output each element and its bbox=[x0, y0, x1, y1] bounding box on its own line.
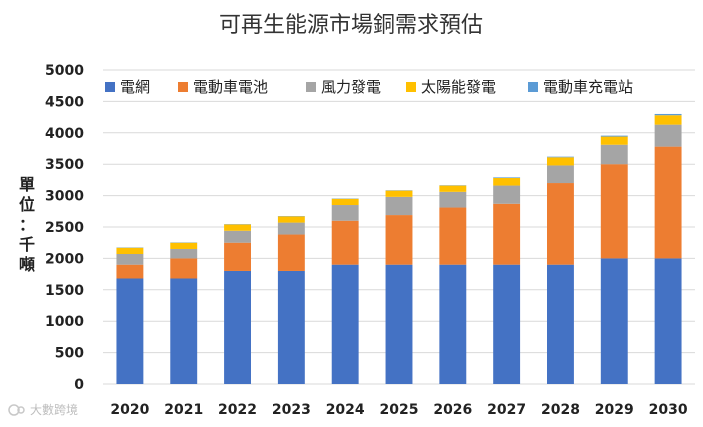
bar-segment bbox=[224, 230, 251, 243]
x-axis: 2020 2021 2022 2023 2024 2025 2026 2027 2028 2029… bbox=[110, 402, 687, 418]
y-axis-label-char: ： bbox=[19, 215, 35, 234]
bar-segment bbox=[493, 185, 521, 204]
y-tick-label: 1000 bbox=[45, 314, 84, 330]
y-axis-label-char: 單 bbox=[19, 175, 35, 194]
y-tick-label: 2500 bbox=[45, 220, 84, 236]
bar-segment bbox=[547, 156, 574, 158]
bar-segment bbox=[385, 264, 413, 384]
y-tick-label: 3500 bbox=[45, 157, 84, 173]
chart-title: 可再生能源市場銅需求預估 bbox=[219, 13, 483, 38]
y-axis-label-char: 噸 bbox=[19, 255, 35, 274]
bar-segment bbox=[600, 164, 628, 259]
legend-swatch bbox=[528, 82, 538, 92]
y-tick-label: 5000 bbox=[45, 63, 84, 79]
bar-segment bbox=[654, 124, 682, 147]
legend-swatch bbox=[406, 82, 416, 92]
watermark-logo-icon bbox=[8, 404, 20, 416]
bar-segment bbox=[277, 270, 305, 384]
bar-segment bbox=[439, 185, 467, 192]
bar-segment bbox=[654, 115, 682, 125]
y-tick-label: 500 bbox=[55, 346, 84, 362]
y-tick-label: 4000 bbox=[45, 126, 84, 142]
bar-segment bbox=[493, 178, 521, 186]
x-tick-label: 2026 bbox=[433, 402, 472, 418]
bar-segment bbox=[493, 264, 521, 384]
y-axis-label-char: 位 bbox=[19, 195, 35, 214]
bar-segment bbox=[116, 254, 144, 265]
legend-label: 太陽能發電 bbox=[421, 78, 496, 96]
x-tick-label: 2027 bbox=[487, 402, 526, 418]
bar-segment bbox=[493, 177, 521, 179]
bar-segment bbox=[600, 136, 628, 145]
legend-swatch bbox=[306, 82, 316, 92]
bar-segment bbox=[547, 264, 574, 384]
bars bbox=[116, 113, 682, 384]
legend-swatch bbox=[178, 82, 188, 92]
bar-segment bbox=[439, 191, 467, 208]
bar-segment bbox=[331, 198, 359, 206]
bar-segment bbox=[277, 222, 305, 235]
bar-segment bbox=[224, 242, 251, 271]
bar-segment bbox=[600, 258, 628, 384]
x-tick-label: 2023 bbox=[272, 402, 311, 418]
bar-segment bbox=[600, 144, 628, 165]
y-axis-label: 單位：千噸 bbox=[19, 175, 35, 274]
x-tick-label: 2025 bbox=[380, 402, 419, 418]
legend-label: 風力發電 bbox=[321, 78, 381, 96]
y-tick-label: 4500 bbox=[45, 94, 84, 110]
bar-segment bbox=[170, 242, 198, 249]
bar-segment bbox=[277, 216, 305, 223]
x-tick-label: 2021 bbox=[164, 402, 203, 418]
legend-label: 電網 bbox=[120, 78, 150, 96]
x-tick-label: 2030 bbox=[649, 402, 688, 418]
y-tick-label: 1500 bbox=[45, 283, 84, 299]
x-tick-label: 2024 bbox=[326, 402, 365, 418]
bar-segment bbox=[170, 278, 198, 384]
bar-segment bbox=[493, 203, 521, 265]
y-axis: 0 500 1000 1500 2000 2500 3000 3500 4000 4500 5000 bbox=[45, 63, 84, 393]
x-tick-label: 2022 bbox=[218, 402, 257, 418]
x-tick-label: 2028 bbox=[541, 402, 580, 418]
bar-segment bbox=[654, 146, 682, 259]
bar-segment bbox=[277, 234, 305, 271]
bar-segment bbox=[547, 157, 574, 166]
bar-segment bbox=[547, 183, 574, 265]
x-tick-label: 2029 bbox=[595, 402, 634, 418]
watermark: 大數跨境 bbox=[8, 402, 78, 417]
bar-segment bbox=[224, 224, 251, 231]
bar-segment bbox=[116, 247, 144, 255]
watermark-text: 大數跨境 bbox=[30, 402, 78, 417]
bar-segment bbox=[385, 215, 413, 265]
legend-label: 電動車充電站 bbox=[543, 78, 633, 96]
bar-segment bbox=[331, 205, 359, 221]
y-axis-label-char: 千 bbox=[19, 235, 35, 254]
bar-segment bbox=[654, 258, 682, 384]
watermark-logo-icon-small bbox=[17, 406, 25, 414]
bar-segment bbox=[170, 258, 198, 279]
bar-segment bbox=[116, 278, 144, 384]
legend: 電網 電動車電池 風力發電 太陽能發電 電動車充電站 bbox=[105, 78, 633, 96]
bar-segment bbox=[331, 220, 359, 265]
y-tick-label: 3000 bbox=[45, 189, 84, 205]
bar-segment bbox=[224, 270, 251, 384]
bar-segment bbox=[331, 264, 359, 384]
y-tick-label: 2000 bbox=[45, 251, 84, 267]
y-tick-label: 0 bbox=[74, 377, 84, 393]
bar-segment bbox=[385, 190, 413, 197]
bar-segment bbox=[439, 264, 467, 384]
bar-segment bbox=[385, 196, 413, 216]
bar-segment bbox=[116, 264, 144, 279]
legend-label: 電動車電池 bbox=[193, 78, 268, 96]
x-tick-label: 2020 bbox=[110, 402, 149, 418]
bar-segment bbox=[547, 165, 574, 184]
bar-segment bbox=[170, 248, 198, 259]
bar-segment bbox=[654, 113, 682, 116]
legend-swatch bbox=[105, 82, 115, 92]
bar-segment bbox=[439, 207, 467, 265]
bar-segment bbox=[600, 135, 628, 137]
